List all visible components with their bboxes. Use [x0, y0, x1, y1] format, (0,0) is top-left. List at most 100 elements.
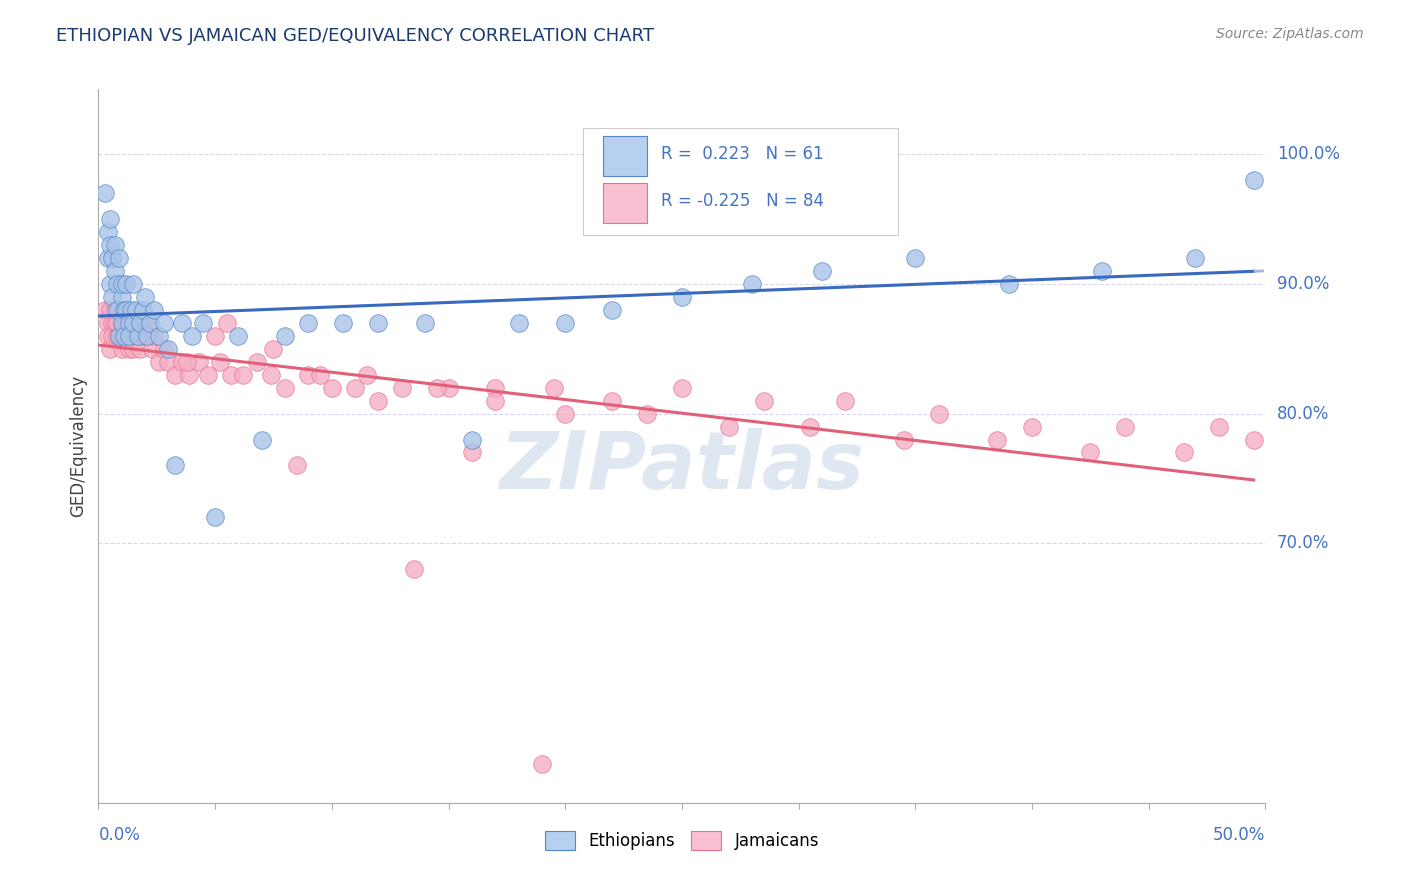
Point: [134, 290, 156, 304]
Point: [152, 342, 174, 356]
Point: [1184, 251, 1206, 265]
Point: [508, 316, 530, 330]
Point: [1208, 419, 1230, 434]
Point: [136, 328, 159, 343]
Point: [101, 251, 124, 265]
Point: [105, 328, 128, 343]
Point: [554, 407, 576, 421]
Point: [250, 433, 273, 447]
Point: [208, 354, 231, 368]
Point: [344, 381, 367, 395]
Point: [152, 316, 174, 330]
Point: [904, 251, 927, 265]
Point: [122, 316, 145, 330]
Point: [671, 290, 693, 304]
Point: [139, 328, 162, 343]
Point: [136, 328, 159, 343]
Point: [104, 238, 127, 252]
Point: [111, 277, 134, 291]
Point: [97, 225, 120, 239]
Point: [165, 368, 187, 382]
Point: [157, 354, 180, 368]
Point: [172, 316, 194, 330]
Point: [134, 316, 156, 330]
Point: [367, 393, 389, 408]
Point: [600, 302, 623, 317]
Point: [1091, 264, 1114, 278]
Point: [928, 407, 950, 421]
Point: [98, 277, 121, 291]
Point: [221, 368, 243, 382]
Text: 80.0%: 80.0%: [1277, 405, 1330, 423]
Point: [543, 381, 565, 395]
Point: [165, 458, 187, 473]
Point: [157, 342, 180, 356]
Point: [180, 328, 202, 343]
Text: 50.0%: 50.0%: [1213, 826, 1265, 844]
Point: [986, 433, 1008, 447]
Point: [554, 316, 576, 330]
FancyBboxPatch shape: [603, 136, 647, 176]
Point: [834, 393, 856, 408]
Point: [132, 328, 155, 343]
Point: [112, 316, 135, 330]
Point: [391, 381, 413, 395]
Point: [122, 277, 145, 291]
Point: [176, 354, 198, 368]
Point: [129, 342, 152, 356]
Text: Source: ZipAtlas.com: Source: ZipAtlas.com: [1216, 27, 1364, 41]
Point: [94, 302, 117, 317]
Point: [105, 316, 128, 330]
Point: [115, 302, 138, 317]
Point: [1080, 445, 1102, 459]
Text: 0.0%: 0.0%: [98, 826, 141, 844]
Point: [111, 290, 134, 304]
Text: 100.0%: 100.0%: [1277, 145, 1340, 163]
Point: [367, 316, 389, 330]
Point: [132, 302, 155, 317]
Point: [108, 302, 131, 317]
FancyBboxPatch shape: [582, 128, 898, 235]
Point: [97, 316, 120, 330]
Point: [148, 328, 170, 343]
Point: [193, 316, 215, 330]
Point: [274, 328, 297, 343]
Point: [98, 238, 121, 252]
Point: [1114, 419, 1136, 434]
Point: [1243, 173, 1265, 187]
Point: [98, 302, 121, 317]
Point: [112, 302, 135, 317]
Point: [484, 393, 506, 408]
Point: [111, 342, 134, 356]
Point: [232, 368, 254, 382]
Point: [125, 302, 148, 317]
Point: [717, 419, 740, 434]
Point: [148, 354, 170, 368]
Text: R =  0.223   N = 61: R = 0.223 N = 61: [661, 145, 824, 163]
Text: 90.0%: 90.0%: [1277, 275, 1330, 293]
Point: [104, 316, 127, 330]
Y-axis label: GED/Equivalency: GED/Equivalency: [69, 375, 87, 517]
Point: [112, 328, 135, 343]
Point: [94, 186, 117, 200]
Point: [101, 328, 124, 343]
Text: ETHIOPIAN VS JAMAICAN GED/EQUIVALENCY CORRELATION CHART: ETHIOPIAN VS JAMAICAN GED/EQUIVALENCY CO…: [56, 27, 654, 45]
Point: [297, 316, 319, 330]
Point: [172, 354, 194, 368]
Point: [600, 393, 623, 408]
Point: [112, 328, 135, 343]
Point: [461, 445, 484, 459]
Point: [101, 290, 124, 304]
Point: [997, 277, 1019, 291]
Legend: Ethiopians, Jamaicans: Ethiopians, Jamaicans: [536, 822, 828, 859]
Point: [120, 328, 142, 343]
Point: [356, 368, 378, 382]
Point: [111, 316, 134, 330]
Text: R = -0.225   N = 84: R = -0.225 N = 84: [661, 193, 824, 211]
Point: [215, 316, 238, 330]
Point: [118, 342, 141, 356]
Point: [115, 316, 138, 330]
Point: [97, 251, 120, 265]
Text: 70.0%: 70.0%: [1277, 534, 1330, 552]
Point: [530, 756, 553, 771]
